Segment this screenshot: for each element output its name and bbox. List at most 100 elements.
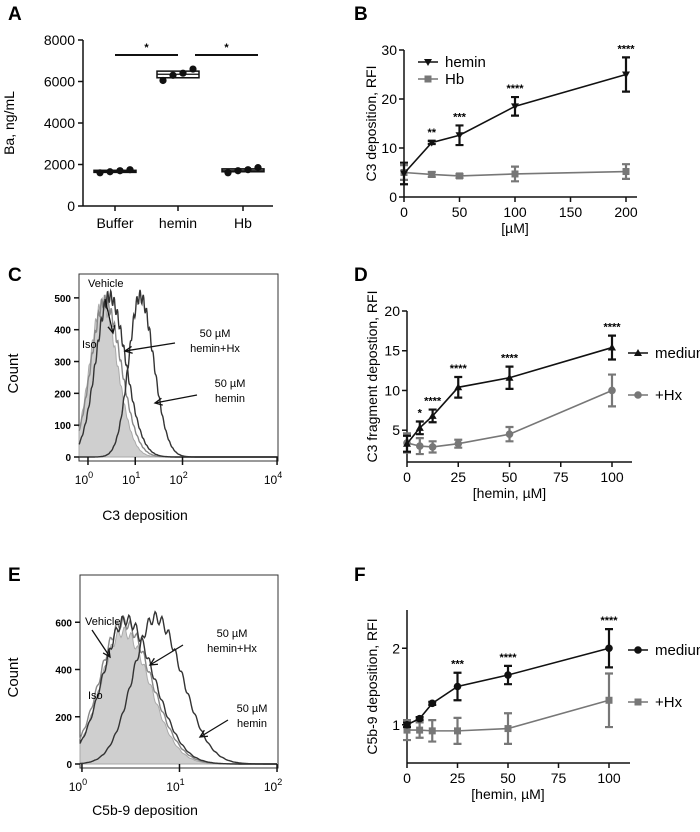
x-tick-label: 102: [169, 470, 187, 487]
data-point: [415, 714, 424, 723]
legend-label: medium: [655, 642, 700, 659]
histogram-curve: [79, 289, 278, 458]
y-tick-label: 4000: [44, 115, 75, 131]
y-tick-label: 8000: [44, 32, 75, 48]
significance-star: ****: [617, 43, 635, 55]
data-point: [415, 423, 424, 431]
data-point: [455, 132, 464, 140]
data-point: [403, 720, 411, 729]
data-point: [456, 172, 463, 180]
data-point: [511, 170, 519, 178]
data-point: [428, 411, 437, 419]
y-tick-label: 20: [381, 91, 397, 107]
y-tick-label: 400: [54, 326, 71, 337]
x-tick-label: Buffer: [96, 215, 133, 231]
annotation-hemin-hx: hemin+Hx: [190, 343, 240, 355]
y-tick-label: 300: [54, 358, 71, 369]
data-point: [126, 166, 134, 174]
data-point: [505, 373, 514, 381]
x-tick-label: 50: [500, 770, 516, 786]
data-point: [605, 644, 613, 653]
series-hemin: [400, 56, 630, 186]
y-tick-label: 30: [381, 42, 397, 58]
y-axis-label: C3 deposition, RFI: [363, 66, 379, 182]
data-point: [403, 726, 411, 734]
x-tick-label: 50: [452, 204, 468, 220]
x-tick-label: 25: [450, 469, 466, 485]
x-axis-label: [hemin, µM]: [471, 786, 544, 802]
series-hx: [403, 373, 648, 456]
annotation-iso: Iso: [88, 690, 103, 702]
annotation-hemin: hemin: [215, 393, 245, 405]
y-tick-label: 400: [55, 666, 72, 677]
data-point: [224, 169, 232, 177]
significance-star: *: [144, 42, 149, 54]
data-point: [416, 726, 424, 734]
x-tick-label: 101: [122, 470, 140, 487]
data-point: [454, 727, 461, 735]
significance-star: ****: [506, 83, 524, 95]
annotation-hemin-hx: 50 µM: [200, 328, 231, 340]
y-tick-label: 0: [66, 760, 72, 771]
data-point: [428, 443, 437, 451]
data-point: [605, 696, 613, 704]
x-axis-label: C3 deposition: [102, 507, 188, 523]
histogram-curve: [79, 610, 277, 765]
y-axis-label: C3 fragment depostion, RFI: [364, 291, 380, 463]
panel-f: F: [354, 565, 648, 768]
series-hx: [403, 672, 648, 745]
data-point: [622, 71, 630, 79]
x-tick-label: Hb: [234, 215, 252, 231]
data-point: [159, 76, 167, 85]
significance-star: ***: [453, 111, 467, 123]
y-tick-label: 15: [384, 343, 400, 359]
x-tick-exponent: 0: [88, 470, 93, 480]
y-tick-label: 0: [65, 453, 71, 464]
data-point: [234, 167, 242, 175]
data-point: [169, 71, 177, 79]
y-tick-label: 600: [55, 618, 72, 629]
annotation-iso: Iso: [82, 339, 97, 351]
annotation-hemin: hemin: [237, 718, 267, 730]
y-axis-label: Ba, ng/mL: [1, 91, 17, 155]
significance-star: ****: [501, 353, 519, 365]
y-tick-label: 2000: [44, 157, 75, 173]
y-tick-label: 1: [392, 717, 400, 733]
annotation-hemin: 50 µM: [215, 378, 246, 390]
data-point: [454, 383, 463, 391]
data-point: [427, 139, 436, 147]
x-tick-label: 75: [551, 770, 567, 786]
significance-star: *: [418, 407, 423, 419]
data-point: [179, 69, 187, 77]
panel-label: E: [8, 565, 21, 586]
panel-label: B: [354, 4, 368, 25]
data-point: [189, 65, 197, 73]
x-axis-label: [µM]: [501, 220, 529, 236]
x-tick-exponent: 1: [135, 470, 140, 480]
data-point: [454, 439, 463, 448]
x-tick-label: 101: [166, 777, 184, 794]
data-point: [504, 725, 512, 733]
data-point: [428, 727, 436, 735]
x-tick-label: 100: [597, 770, 621, 786]
data-point: [511, 103, 519, 111]
data-point: [244, 166, 252, 174]
x-tick-label: 0: [403, 770, 411, 786]
y-tick-label: 100: [54, 421, 71, 432]
series-hb: [400, 75, 630, 183]
y-tick-label: 0: [67, 198, 75, 214]
panel-a: A: [8, 4, 273, 211]
annotation-hemin: 50 µM: [237, 703, 268, 715]
y-tick-label: 10: [384, 382, 400, 398]
y-axis-label: Count: [5, 353, 22, 394]
x-tick-label: 102: [264, 777, 282, 794]
arrow-icon: [198, 719, 229, 738]
x-tick-label: 100: [503, 204, 527, 220]
data-point: [96, 169, 104, 177]
significance-star: ****: [450, 363, 468, 375]
y-tick-label: 20: [384, 303, 400, 319]
series-medium: [403, 628, 648, 729]
data-point: [428, 699, 437, 708]
significance-star: ****: [603, 322, 621, 334]
